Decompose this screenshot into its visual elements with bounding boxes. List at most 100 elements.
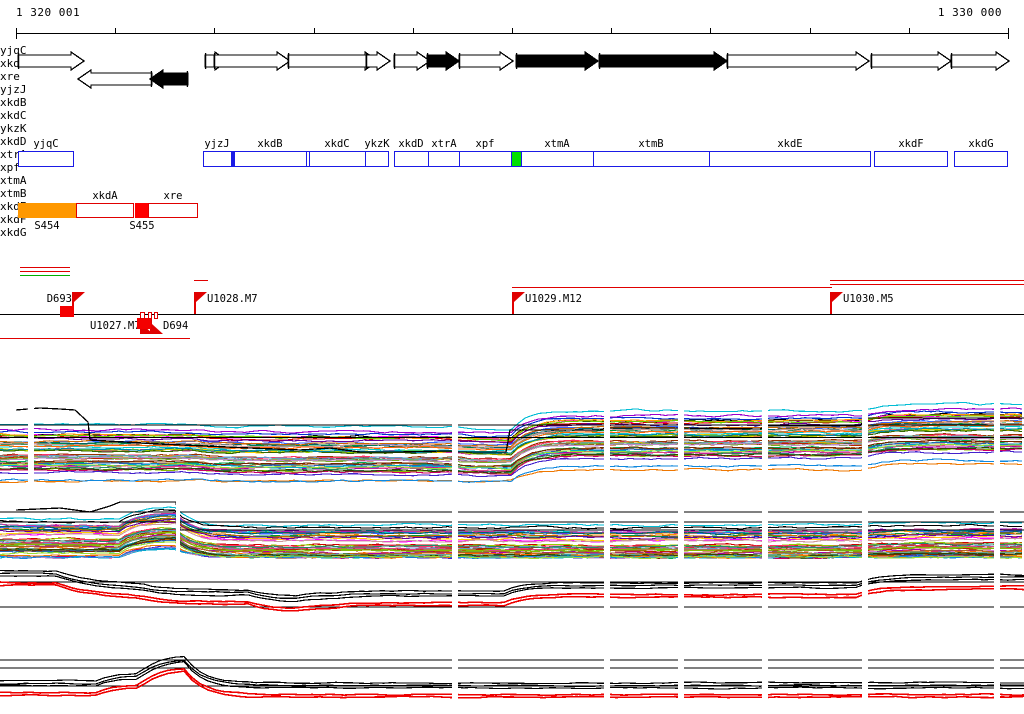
- gene-label-xpf: xpf: [0, 161, 20, 174]
- deletion-marker-D694[interactable]: [137, 318, 151, 329]
- cds-group[interactable]: [203, 151, 389, 167]
- gene-arrow-yjqC[interactable]: [17, 50, 86, 72]
- cds-label-yjqC: yjqC: [33, 138, 59, 150]
- annotation-span-line: [20, 271, 70, 273]
- cds-divider: [593, 151, 595, 167]
- panel-gap: [862, 562, 868, 626]
- deletion-marker-D693[interactable]: [60, 306, 74, 317]
- flag-pennant-D694: [151, 324, 163, 334]
- panel-gap: [678, 488, 684, 560]
- segment-label-top: xkdA: [92, 190, 118, 202]
- flag-label-U1030.M5: U1030.M5: [843, 293, 894, 305]
- gene-arrow-ykzK[interactable]: [365, 50, 392, 72]
- ruler-tick: [214, 28, 216, 34]
- gene-label-yjqC: yjqC: [0, 44, 27, 57]
- panel-gap: [452, 488, 458, 560]
- panel-gap: [452, 396, 458, 484]
- ruler-tick: [313, 28, 315, 34]
- panel-gap: [678, 562, 684, 626]
- cds-label-xkdG: xkdG: [968, 138, 994, 150]
- expression-panel-1[interactable]: [0, 396, 1024, 484]
- gene-arrow-xkdA[interactable]: [76, 68, 153, 90]
- cds-label-ykzK: ykzK: [364, 138, 390, 150]
- coordinate-label-left: 1 320 001: [16, 6, 81, 19]
- flag-stem-U1029.M12[interactable]: [512, 292, 514, 314]
- ruler-tick: [115, 28, 117, 34]
- expression-panel-2[interactable]: [0, 488, 1024, 560]
- insertion-marker: [154, 312, 158, 319]
- cds-label-xkdC: xkdC: [324, 138, 350, 150]
- flag-pennant-U1030.M5: [831, 292, 843, 302]
- segment-box-xre-open[interactable]: [148, 203, 198, 218]
- ruler-tick: [512, 28, 513, 34]
- cds-divider: [306, 151, 308, 167]
- segment-box-S454-filled[interactable]: [18, 203, 76, 218]
- flag-stem-U1030.M5[interactable]: [830, 292, 832, 314]
- gene-label-xkdC: xkdC: [0, 109, 27, 122]
- flag-pennant-U1029.M12: [513, 292, 525, 302]
- cds-label-xkdF: xkdF: [898, 138, 924, 150]
- annotation-span-line: [830, 284, 1024, 286]
- gene-arrow-xtmB[interactable]: [598, 50, 729, 72]
- panel-gap: [994, 636, 1000, 714]
- ratio-panel-4[interactable]: [0, 636, 1024, 714]
- annotation-baseline: [0, 314, 1024, 316]
- cds-group[interactable]: [394, 151, 460, 167]
- prophage-segment-track: S454 xkdA S455 xre: [0, 190, 1024, 235]
- ruler-tick: [710, 28, 712, 34]
- gene-label-ykzK: ykzK: [0, 122, 27, 135]
- segment-box-xkdA-open[interactable]: [76, 203, 134, 218]
- flag-label-D694: D694: [163, 320, 189, 332]
- panel-gap: [994, 396, 1000, 484]
- cds-label-xkdB: xkdB: [257, 138, 283, 150]
- cds-label-xtmA: xtmA: [544, 138, 570, 150]
- cds-group[interactable]: [18, 151, 74, 167]
- annotation-span-line: [830, 280, 1024, 282]
- gene-arrow-xkdE[interactable]: [726, 50, 871, 72]
- cds-divider: [234, 151, 236, 167]
- panel-gap: [176, 488, 180, 560]
- segment-box-S455-filled[interactable]: [135, 203, 149, 218]
- gene-arrow-track: yjqC xkdA xre yjzJ xkdB xkdC ykzK xkdD xtrA xpf xt…: [0, 44, 1024, 239]
- panel-gap: [604, 488, 610, 560]
- cds-divider: [231, 151, 233, 167]
- cds-box-track: yjqC yjzJ xkdB xkdC ykzK xkdD xtrA xpf xtmA xtmB x…: [0, 138, 1024, 172]
- gene-arrow-xtmA[interactable]: [515, 50, 600, 72]
- ruler-tick: [1008, 28, 1009, 39]
- panel-gap: [762, 636, 768, 714]
- cds-label-xpf: xpf: [475, 138, 495, 150]
- gene-arrow-xkdC[interactable]: [287, 50, 380, 72]
- ratio-panel-3[interactable]: [0, 562, 1024, 626]
- cds-divider: [428, 151, 430, 167]
- gene-label-yjzJ: yjzJ: [0, 83, 27, 96]
- cds-label-xtrA: xtrA: [431, 138, 457, 150]
- flag-stem-D693[interactable]: [72, 292, 74, 314]
- gene-arrow-xkdG[interactable]: [950, 50, 1011, 72]
- annotation-span-line: [194, 280, 208, 282]
- flag-stem-U1028.M7[interactable]: [194, 292, 196, 314]
- gene-arrow-xkdF[interactable]: [870, 50, 953, 72]
- gene-arrow-xre[interactable]: [148, 68, 189, 90]
- segment-label-top: xre: [163, 190, 183, 202]
- gene-arrow-xpf[interactable]: [458, 50, 515, 72]
- cds-group[interactable]: [954, 151, 1008, 167]
- gene-arrow-xtrA[interactable]: [426, 50, 461, 72]
- segment-label-bottom: S455: [129, 220, 155, 232]
- cds-label-xkdE: xkdE: [777, 138, 803, 150]
- cds-group[interactable]: [459, 151, 871, 167]
- panel-gap: [452, 636, 458, 714]
- cds-divider: [521, 151, 523, 167]
- flag-label-U1029.M12: U1029.M12: [525, 293, 582, 305]
- ruler-tick: [16, 28, 17, 39]
- cds-divider: [709, 151, 711, 167]
- cds-group[interactable]: [874, 151, 948, 167]
- flag-label-U1028.M7: U1028.M7: [207, 293, 258, 305]
- mutation-flag-track: D693 U1027.M7 D694 U1028.M7 U1029.M12 U1030.M…: [0, 262, 1024, 342]
- panel-gap: [762, 562, 768, 626]
- annotation-span-line: [20, 267, 70, 269]
- cds-label-xtmB: xtmB: [638, 138, 664, 150]
- gene-label-xkdD: xkdD: [0, 135, 27, 148]
- gene-arrow-xkdD[interactable]: [393, 50, 432, 72]
- gene-arrow-xkdB[interactable]: [213, 50, 292, 72]
